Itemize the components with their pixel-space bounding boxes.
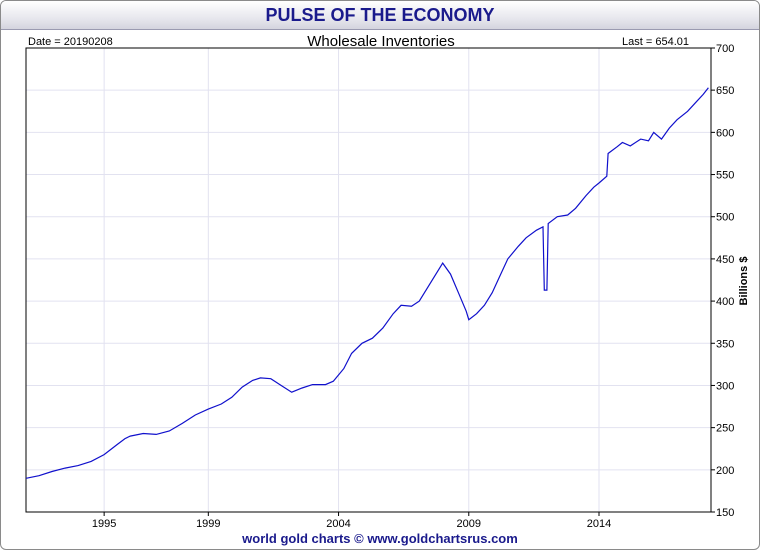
y-tick-label: 450 <box>716 254 734 266</box>
x-tick-label: 1999 <box>196 518 220 530</box>
y-axis-label: Billions $ <box>738 257 750 306</box>
last-label: Last = 654.01 <box>622 36 689 48</box>
series-line <box>25 87 709 479</box>
footer-credit: world gold charts © www.goldchartsrus.co… <box>242 531 518 546</box>
y-tick-label: 550 <box>716 170 734 182</box>
y-tick-label: 250 <box>716 423 734 435</box>
plot-border <box>25 47 712 513</box>
y-tick-label: 500 <box>716 212 734 224</box>
x-axis: 1995 1999 2004 2009 2014 <box>92 512 611 530</box>
x-tick-label: 2014 <box>587 518 611 530</box>
y-tick-label: 400 <box>716 296 734 308</box>
date-label: Date = 20190208 <box>28 36 113 48</box>
banner: PULSE OF THE ECONOMY <box>1 1 759 30</box>
x-tick-label: 2009 <box>457 518 481 530</box>
y-tick-label: 700 <box>716 43 734 55</box>
y-tick-label: 650 <box>716 85 734 97</box>
grid-layer <box>26 47 711 513</box>
y-tick-label: 300 <box>716 380 734 392</box>
y-tick-label: 200 <box>716 465 734 477</box>
y-tick-label: 350 <box>716 338 734 350</box>
series-layer <box>25 87 709 479</box>
y-tick-label: 150 <box>716 507 734 519</box>
banner-title: PULSE OF THE ECONOMY <box>265 5 495 25</box>
y-tick-label: 600 <box>716 127 734 139</box>
x-tick-label: 2004 <box>326 518 350 530</box>
y-axis: 150 200 250 300 350 400 450 500 550 600 650 700 <box>711 43 734 519</box>
chart-title: Wholesale Inventories <box>307 33 455 50</box>
x-tick-label: 1995 <box>92 518 116 530</box>
